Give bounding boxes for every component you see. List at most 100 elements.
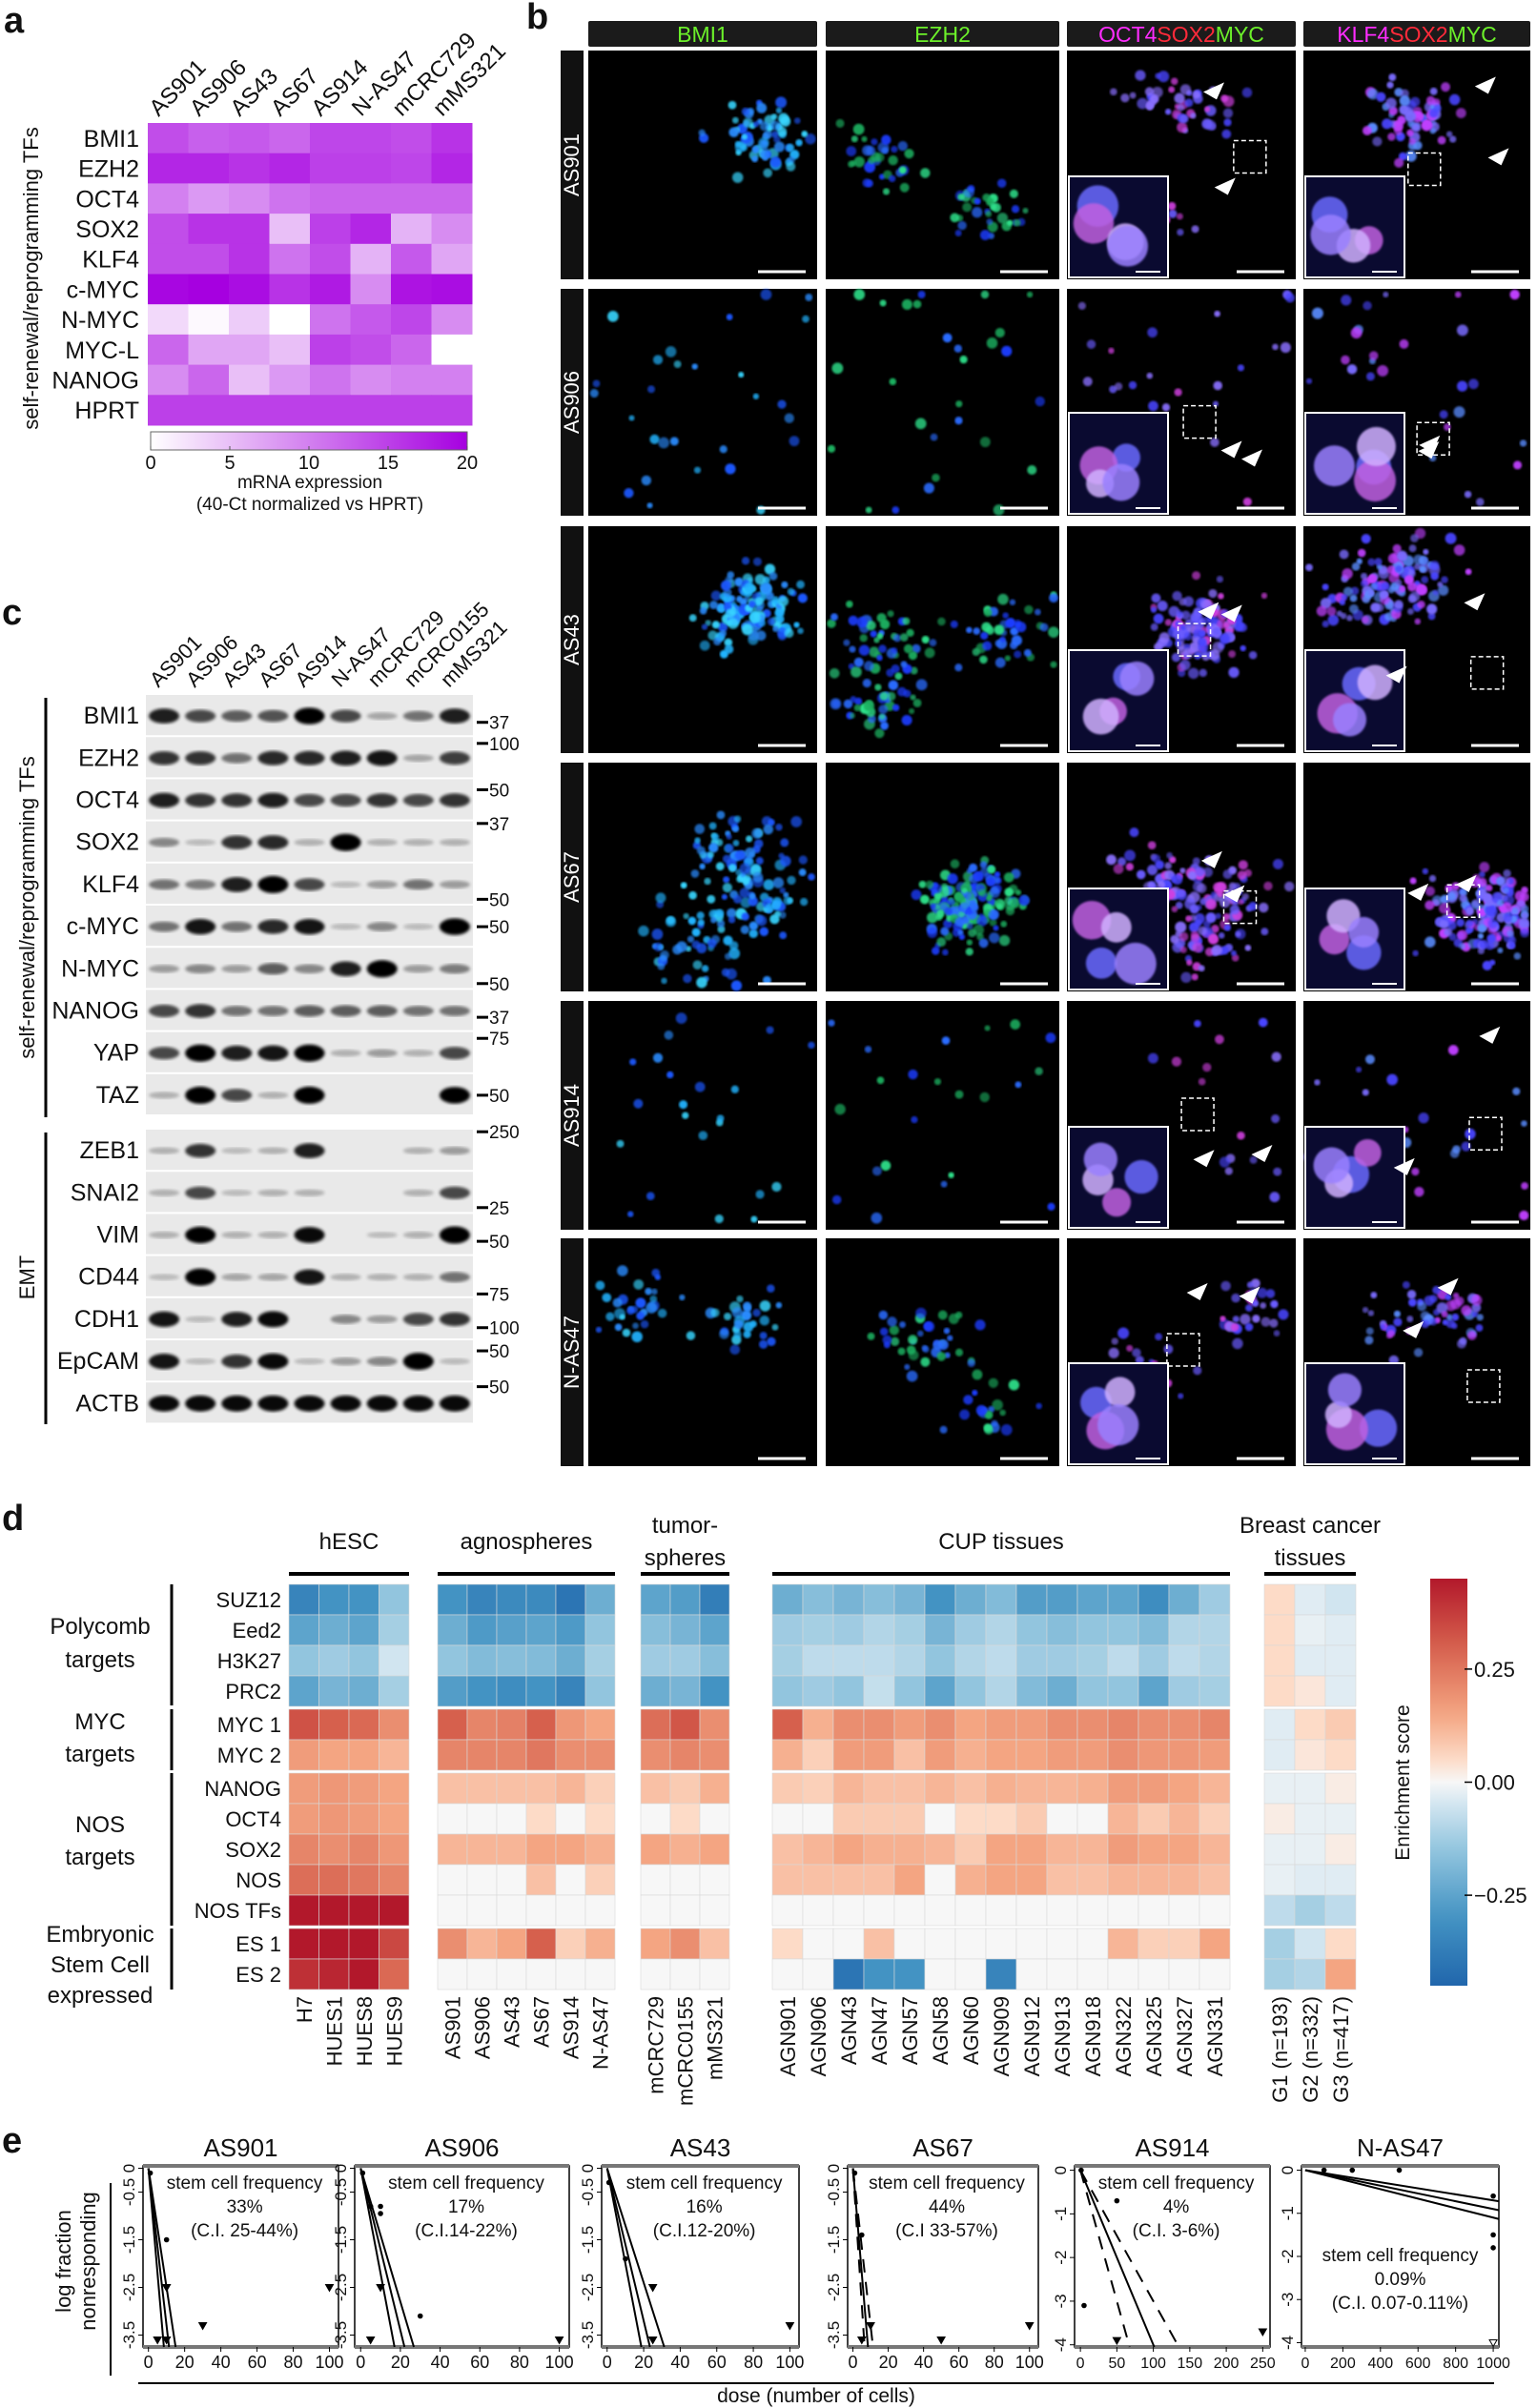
protein-band xyxy=(439,964,470,974)
cell-nucleus xyxy=(993,925,999,931)
inset-cell xyxy=(1107,225,1149,267)
cell-nucleus xyxy=(1362,126,1372,135)
heatmap-cell xyxy=(229,395,270,426)
heatmap-cell xyxy=(288,1833,319,1866)
cell-nucleus xyxy=(755,857,764,866)
protein-band xyxy=(149,792,180,808)
cell-nucleus xyxy=(1479,862,1490,873)
cell-nucleus xyxy=(848,615,859,626)
arrowhead-icon xyxy=(1220,440,1242,459)
micrograph xyxy=(826,526,1059,753)
cell-nucleus xyxy=(707,851,714,859)
x-tick-label: 1000 xyxy=(1476,2356,1510,2372)
cell-nucleus xyxy=(649,434,660,444)
heatmap-cell xyxy=(437,1675,468,1707)
cell-nucleus xyxy=(1014,1081,1022,1089)
cell-nucleus xyxy=(641,475,652,486)
inset-cell xyxy=(1100,911,1132,943)
cell-nucleus xyxy=(635,1297,646,1309)
heatmap-cell xyxy=(1199,1894,1231,1927)
cell-nucleus xyxy=(1412,949,1419,957)
cell-nucleus xyxy=(1222,869,1233,880)
cell-nucleus xyxy=(636,1311,645,1320)
data-point xyxy=(859,2232,865,2238)
cell-nucleus xyxy=(1430,571,1440,581)
inset-cell xyxy=(1353,1138,1382,1167)
cell-nucleus xyxy=(911,1115,918,1124)
heatmap-cell xyxy=(863,1772,895,1805)
cell-nucleus xyxy=(998,934,1011,947)
cell-nucleus xyxy=(669,437,679,446)
heatmap-cell xyxy=(466,1675,498,1707)
cell-nucleus xyxy=(991,202,1001,213)
row-group-label: NOS xyxy=(75,1812,125,1838)
row-label: NOS xyxy=(236,1868,281,1892)
heatmap-cell xyxy=(1076,1708,1109,1741)
cell-nucleus xyxy=(1026,291,1034,298)
heatmap-cell xyxy=(640,1739,671,1771)
cell-nucleus xyxy=(1513,952,1522,960)
cell-nucleus xyxy=(850,666,862,678)
cell-nucleus xyxy=(777,596,789,607)
heatmap-cell xyxy=(466,1708,498,1741)
cell-nucleus xyxy=(1164,862,1172,869)
cell-nucleus xyxy=(1326,606,1337,617)
data-point xyxy=(163,2236,170,2243)
cell-nucleus xyxy=(1155,1333,1163,1341)
heatmap-cell xyxy=(466,1583,498,1616)
cell-nucleus xyxy=(711,833,720,841)
heatmap-cell xyxy=(269,274,311,305)
cell-nucleus xyxy=(725,844,734,853)
cell-nucleus xyxy=(1349,603,1359,614)
heatmap-cell xyxy=(148,153,189,184)
heatmap-cell xyxy=(288,1958,319,1990)
cell-nucleus xyxy=(1202,867,1214,878)
heatmap-cell xyxy=(669,1675,701,1707)
cell-nucleus xyxy=(899,182,910,193)
heatmap-cell xyxy=(699,1864,730,1896)
cell-nucleus xyxy=(874,684,882,691)
cell-nucleus xyxy=(867,1332,875,1340)
inset-region-box xyxy=(1180,1097,1215,1132)
heatmap-cell xyxy=(669,1894,701,1927)
cell-nucleus xyxy=(827,619,836,628)
cell-nucleus xyxy=(734,141,747,153)
cell-nucleus xyxy=(744,582,755,594)
cell-nucleus xyxy=(871,1212,883,1224)
heatmap-cell xyxy=(188,304,230,336)
cell-nucleus xyxy=(748,929,758,939)
cell-nucleus xyxy=(1486,884,1493,892)
cell-nucleus xyxy=(879,691,889,701)
protein-band xyxy=(294,1395,325,1412)
heatmap-cell xyxy=(699,1894,730,1927)
micrograph-background xyxy=(588,763,817,991)
heatmap-cell xyxy=(1137,1644,1170,1677)
cell-nucleus xyxy=(975,1404,988,1417)
heatmap-cell xyxy=(832,1928,865,1960)
cell-nucleus xyxy=(1370,1292,1378,1299)
heatmap-cell xyxy=(288,1583,319,1616)
cell-nucleus xyxy=(954,1090,964,1099)
cell-nucleus xyxy=(1166,851,1173,859)
heatmap-cell xyxy=(1137,1864,1170,1896)
cell-nucleus xyxy=(694,824,706,834)
cell-nucleus xyxy=(982,193,991,202)
protein-band xyxy=(149,837,180,847)
cell-nucleus xyxy=(622,1328,631,1337)
heatmap-cell xyxy=(1324,1958,1357,1990)
heatmap-cell xyxy=(863,1708,895,1741)
cell-nucleus xyxy=(1471,1311,1479,1317)
cell-nucleus xyxy=(1394,600,1404,610)
heatmap-cell xyxy=(954,1583,987,1616)
protein-label: BMI1 xyxy=(84,703,139,729)
cell-line-label: AS901 xyxy=(560,133,584,196)
heatmap-cell xyxy=(310,183,351,214)
cell-nucleus xyxy=(722,854,731,864)
heatmap-cell xyxy=(863,1614,895,1646)
row-label: PRC2 xyxy=(225,1680,281,1704)
heatmap-cell xyxy=(832,1833,865,1866)
cell-nucleus xyxy=(786,143,795,153)
micrograph xyxy=(588,1238,817,1466)
